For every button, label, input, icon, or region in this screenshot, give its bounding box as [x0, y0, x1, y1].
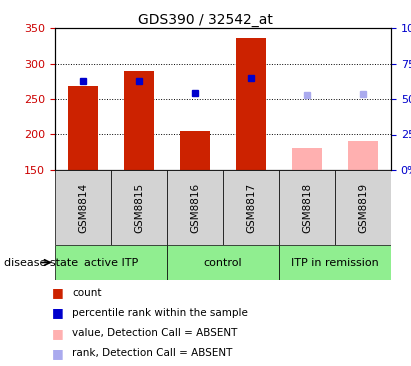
Text: disease state: disease state — [4, 258, 78, 268]
Text: ■: ■ — [52, 347, 63, 360]
Bar — [236, 38, 266, 170]
Text: percentile rank within the sample: percentile rank within the sample — [72, 308, 248, 318]
Text: active ITP: active ITP — [84, 258, 138, 268]
Text: control: control — [204, 258, 242, 268]
Bar — [291, 148, 322, 170]
Text: ■: ■ — [52, 306, 63, 320]
Text: GSM8817: GSM8817 — [246, 182, 256, 232]
Text: ITP in remission: ITP in remission — [291, 258, 379, 268]
Bar — [111, 170, 167, 245]
Bar — [348, 141, 379, 170]
Bar — [180, 131, 210, 170]
Text: GSM8819: GSM8819 — [358, 182, 368, 232]
Text: GDS390 / 32542_at: GDS390 / 32542_at — [138, 13, 273, 27]
Bar — [279, 245, 391, 280]
Text: value, Detection Call = ABSENT: value, Detection Call = ABSENT — [72, 328, 237, 338]
Text: GSM8818: GSM8818 — [302, 182, 312, 232]
Bar — [67, 86, 98, 170]
Bar — [167, 245, 279, 280]
Bar — [223, 170, 279, 245]
Text: count: count — [72, 288, 102, 298]
Bar — [279, 170, 335, 245]
Text: ■: ■ — [52, 326, 63, 340]
Bar — [167, 170, 223, 245]
Bar — [335, 170, 391, 245]
Bar — [55, 245, 167, 280]
Text: GSM8814: GSM8814 — [78, 182, 88, 232]
Text: GSM8815: GSM8815 — [134, 182, 144, 232]
Text: rank, Detection Call = ABSENT: rank, Detection Call = ABSENT — [72, 348, 232, 358]
Bar — [124, 71, 155, 170]
Text: ■: ■ — [52, 286, 63, 299]
Text: GSM8816: GSM8816 — [190, 182, 200, 232]
Bar — [55, 170, 111, 245]
